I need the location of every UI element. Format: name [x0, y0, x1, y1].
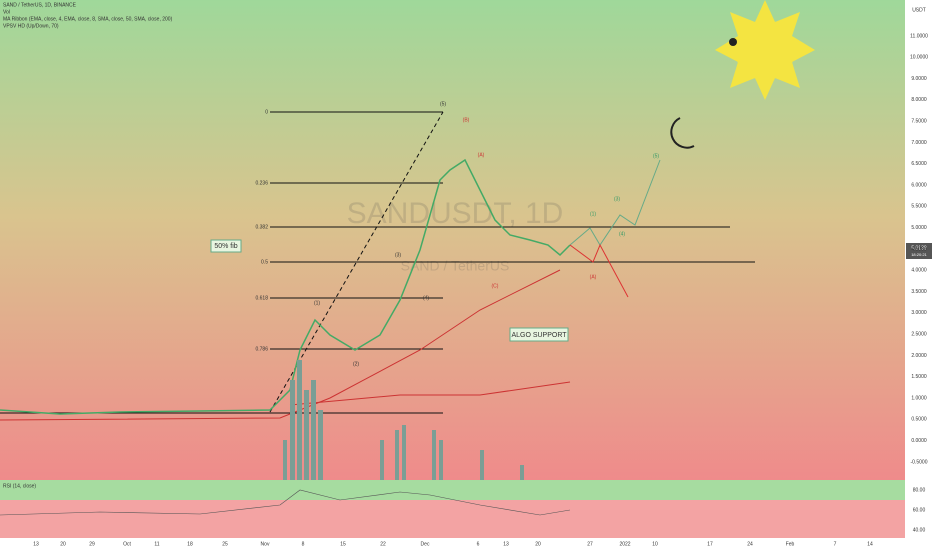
indicator: MA Ribbon (EMA, close, 4, EMA, close, 8,… [3, 16, 173, 22]
wave-label: (B) [463, 117, 470, 123]
dark-dot [729, 38, 737, 46]
wave-label: (4) [619, 231, 625, 237]
price-label: 4.5000 [911, 246, 927, 252]
time-label: 10 [652, 541, 658, 547]
fib-label: 0 [265, 109, 268, 115]
price-label: 6.5000 [911, 161, 927, 167]
price-label: 2.5000 [911, 332, 927, 338]
wave-label: (C) [492, 283, 499, 289]
watermark: SAND / TetherUS [401, 258, 510, 274]
time-label: Oct [123, 541, 131, 547]
time-label: 7 [834, 541, 837, 547]
time-label: Nov [261, 541, 270, 547]
price-label: 7.5000 [911, 119, 927, 125]
wave-label: (A) [478, 152, 485, 158]
last-price: 5.0139 [911, 245, 927, 251]
moon [670, 117, 695, 149]
rsi-title: RSI (14, close) [3, 483, 36, 489]
time-axis [0, 538, 905, 550]
price-axis [905, 0, 932, 550]
price-label: 10.0000 [910, 55, 928, 61]
wave-label: (5) [653, 153, 659, 159]
price-label: 3.0000 [911, 310, 927, 316]
note-box [509, 327, 569, 342]
rsi-label: 60.00 [913, 507, 926, 513]
time-label: Feb [786, 541, 795, 547]
time-label: 11 [154, 541, 159, 547]
price-label: 9.0000 [911, 76, 927, 82]
fib-label: 0.5 [261, 259, 268, 265]
wave-label: (1) [590, 211, 596, 217]
rsi-upper-band [0, 480, 905, 500]
rsi-line [0, 489, 571, 516]
price-label: -0.5000 [911, 459, 928, 465]
time-label: 8 [302, 541, 305, 547]
rsi-label: 40.00 [913, 527, 926, 533]
wave-label: (A) [590, 274, 597, 280]
price-label: 5.5000 [911, 204, 927, 210]
price-label: 3.5000 [911, 289, 927, 295]
time-label: 27 [587, 541, 593, 547]
wave-label: (3) [395, 252, 401, 258]
price-label: 8.0000 [911, 97, 927, 103]
price-label: 2.0000 [911, 353, 927, 359]
price-label: 4.0000 [911, 268, 927, 274]
time-label: 24 [747, 541, 753, 547]
rsi-label: 80.00 [913, 487, 926, 493]
fib-label: 0.786 [255, 346, 268, 352]
price-label: 1.5000 [911, 374, 927, 380]
fib-note: 50% fib [214, 243, 237, 250]
time-label: 14 [867, 541, 873, 547]
countdown: 18:20:21 [911, 252, 927, 257]
time-label: 17 [707, 541, 713, 547]
time-label: 15 [340, 541, 346, 547]
price-label: 7.0000 [911, 140, 927, 146]
price-tag [906, 243, 932, 259]
price-label: 11.0000 [910, 33, 928, 39]
price-label: 5.0000 [911, 225, 927, 231]
time-label: 13 [503, 541, 509, 547]
wave-label: (3) [614, 196, 620, 202]
projection [569, 243, 629, 298]
time-label: 22 [380, 541, 386, 547]
wave-label: (4) [423, 295, 429, 301]
fib-label: 0.382 [255, 224, 268, 230]
sun [715, 0, 815, 100]
volume [283, 360, 524, 480]
note-box [210, 239, 242, 253]
time-label: 20 [535, 541, 541, 547]
price-line [0, 158, 571, 415]
watermark: SANDUSDT, 1D [347, 197, 564, 230]
price-label: 0.5000 [911, 417, 927, 423]
wave-label: (5) [440, 101, 446, 107]
ma-line [0, 269, 561, 421]
time-label: 29 [89, 541, 95, 547]
main-pane [0, 0, 905, 480]
wave-label: (1) [314, 300, 320, 306]
indicator: VPSV HD (Up/Down, 70) [3, 23, 59, 29]
time-label: 2022 [619, 541, 630, 547]
axis-unit: USDT [912, 7, 926, 13]
support-note: ALGO SUPPORT [511, 332, 567, 339]
ma-line [289, 381, 571, 406]
time-label: 25 [222, 541, 228, 547]
time-label: 13 [33, 541, 39, 547]
fib-label: 0.618 [255, 295, 268, 301]
projection [569, 159, 661, 246]
indicator: Vol [3, 9, 10, 15]
price-label: 0.0000 [911, 438, 927, 444]
time-label: 18 [187, 541, 193, 547]
time-label: Dec [421, 541, 430, 547]
fib-label: 0.236 [255, 180, 268, 186]
wave-label: (2) [353, 361, 359, 367]
price-label: 6.0000 [911, 182, 927, 188]
time-label: 6 [477, 541, 480, 547]
symbol: SAND / TetherUS, 1D, BINANCE [3, 2, 77, 8]
time-label: 20 [60, 541, 66, 547]
price-label: 1.0000 [911, 395, 927, 401]
